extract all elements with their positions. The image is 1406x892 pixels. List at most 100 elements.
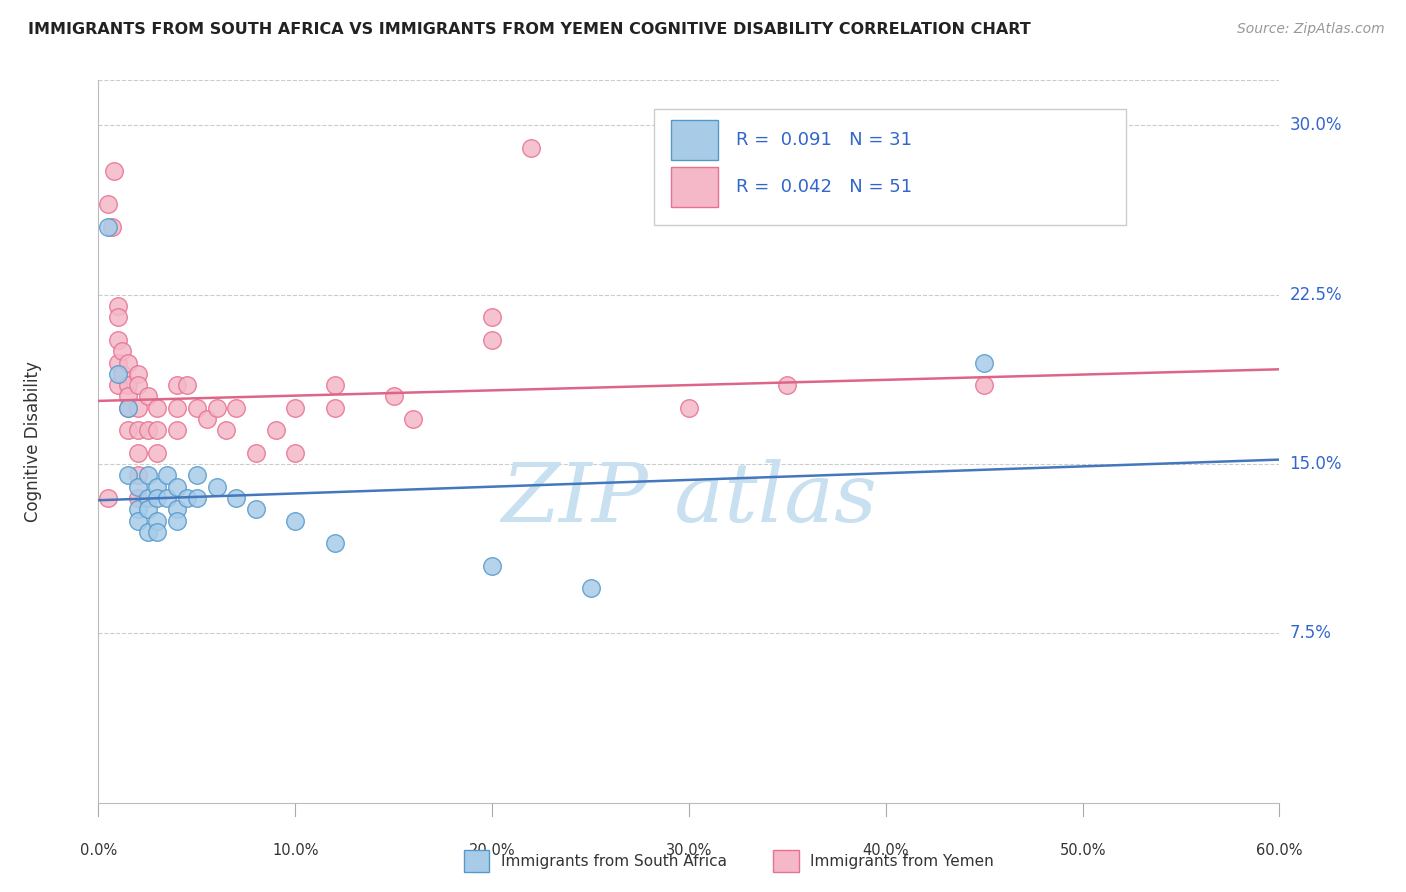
- Text: 15.0%: 15.0%: [1289, 455, 1341, 473]
- Point: [107, 299, 129, 313]
- Point: [117, 401, 139, 415]
- Point: [127, 502, 149, 516]
- Text: R =  0.042   N = 51: R = 0.042 N = 51: [737, 178, 912, 196]
- Text: IMMIGRANTS FROM SOUTH AFRICA VS IMMIGRANTS FROM YEMEN COGNITIVE DISABILITY CORRE: IMMIGRANTS FROM SOUTH AFRICA VS IMMIGRAN…: [28, 22, 1031, 37]
- Text: Cognitive Disability: Cognitive Disability: [24, 361, 42, 522]
- Point: [107, 367, 129, 381]
- Point: [127, 468, 149, 483]
- FancyBboxPatch shape: [671, 120, 718, 160]
- Text: 7.5%: 7.5%: [1289, 624, 1331, 642]
- Point: [146, 480, 169, 494]
- Point: [776, 378, 799, 392]
- Point: [127, 491, 149, 505]
- Point: [205, 401, 228, 415]
- Point: [284, 401, 307, 415]
- Point: [117, 423, 139, 437]
- Point: [245, 446, 267, 460]
- Point: [127, 514, 149, 528]
- FancyBboxPatch shape: [671, 167, 718, 207]
- Text: 40.0%: 40.0%: [862, 844, 910, 858]
- Point: [166, 401, 188, 415]
- Point: [481, 310, 503, 325]
- Point: [146, 514, 169, 528]
- Point: [97, 491, 120, 505]
- Point: [136, 502, 159, 516]
- Text: 10.0%: 10.0%: [271, 844, 319, 858]
- Point: [382, 389, 405, 403]
- Point: [146, 491, 169, 505]
- Point: [323, 536, 346, 550]
- Point: [225, 401, 247, 415]
- Point: [127, 367, 149, 381]
- Point: [107, 378, 129, 392]
- Point: [323, 378, 346, 392]
- Point: [127, 446, 149, 460]
- Text: Source: ZipAtlas.com: Source: ZipAtlas.com: [1237, 22, 1385, 37]
- Point: [97, 197, 120, 211]
- Point: [117, 389, 139, 403]
- Point: [166, 423, 188, 437]
- Point: [323, 401, 346, 415]
- Point: [245, 502, 267, 516]
- Point: [136, 389, 159, 403]
- Text: 30.0%: 30.0%: [1289, 117, 1341, 135]
- Point: [402, 412, 425, 426]
- Point: [284, 446, 307, 460]
- Point: [127, 401, 149, 415]
- Point: [107, 333, 129, 347]
- Point: [107, 310, 129, 325]
- Point: [136, 491, 159, 505]
- Point: [127, 378, 149, 392]
- Text: 22.5%: 22.5%: [1289, 285, 1341, 304]
- Point: [146, 401, 169, 415]
- Point: [107, 355, 129, 369]
- Point: [284, 514, 307, 528]
- Point: [166, 514, 188, 528]
- Point: [166, 502, 188, 516]
- Point: [215, 423, 238, 437]
- Point: [117, 378, 139, 392]
- Point: [176, 378, 198, 392]
- Point: [205, 480, 228, 494]
- Text: 30.0%: 30.0%: [666, 844, 711, 858]
- Text: R =  0.091   N = 31: R = 0.091 N = 31: [737, 131, 912, 149]
- Text: 60.0%: 60.0%: [1256, 844, 1303, 858]
- Point: [127, 480, 149, 494]
- Point: [111, 367, 134, 381]
- Point: [973, 378, 995, 392]
- Point: [186, 468, 208, 483]
- Text: ZIP atlas: ZIP atlas: [501, 459, 877, 540]
- Point: [156, 468, 179, 483]
- Point: [146, 423, 169, 437]
- Point: [156, 491, 179, 505]
- Point: [481, 558, 503, 573]
- Point: [225, 491, 247, 505]
- Point: [973, 355, 995, 369]
- Text: 50.0%: 50.0%: [1059, 844, 1107, 858]
- Point: [186, 491, 208, 505]
- Point: [136, 423, 159, 437]
- Text: Immigrants from Yemen: Immigrants from Yemen: [810, 854, 994, 869]
- Point: [136, 524, 159, 539]
- Point: [111, 344, 134, 359]
- Point: [678, 401, 700, 415]
- Point: [195, 412, 218, 426]
- Point: [176, 491, 198, 505]
- Point: [481, 333, 503, 347]
- FancyBboxPatch shape: [654, 109, 1126, 225]
- Point: [146, 524, 169, 539]
- Point: [166, 378, 188, 392]
- Point: [146, 446, 169, 460]
- Point: [186, 401, 208, 415]
- Point: [166, 480, 188, 494]
- Point: [579, 582, 602, 596]
- Text: 20.0%: 20.0%: [468, 844, 516, 858]
- Text: 0.0%: 0.0%: [80, 844, 117, 858]
- Point: [127, 423, 149, 437]
- Point: [117, 355, 139, 369]
- Point: [136, 468, 159, 483]
- Point: [117, 468, 139, 483]
- Text: Immigrants from South Africa: Immigrants from South Africa: [501, 854, 727, 869]
- Point: [117, 401, 139, 415]
- Point: [103, 163, 125, 178]
